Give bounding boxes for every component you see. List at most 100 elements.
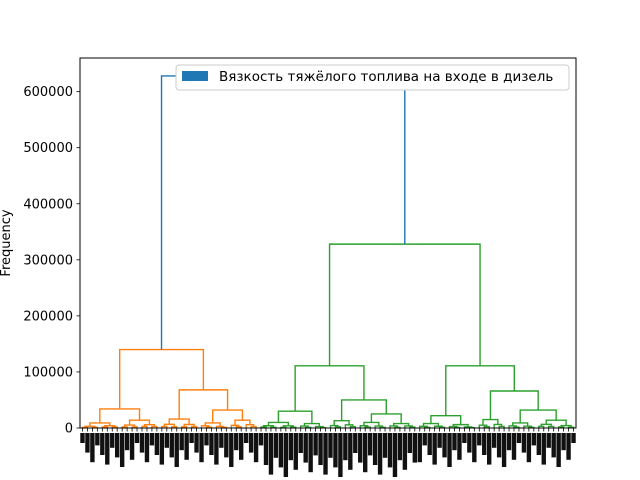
leaf-label-88 <box>516 433 522 443</box>
dendrogram-link-5 <box>104 424 116 427</box>
leaf-label-34 <box>248 433 254 453</box>
leaf-label-53 <box>343 433 348 461</box>
leaf-label-45 <box>303 433 308 463</box>
dendrogram-link-85 <box>523 425 533 428</box>
leaf-label-14 <box>149 433 155 446</box>
leaf-label-57 <box>363 433 368 473</box>
leaf-label-23 <box>194 433 199 453</box>
dendrogram-link-80 <box>493 423 503 428</box>
leaf-label-94 <box>546 433 551 448</box>
leaf-label-28 <box>219 433 224 448</box>
leaf-label-87 <box>511 433 517 460</box>
leaf-label-49 <box>323 433 328 475</box>
dendrogram-link-37 <box>262 425 275 428</box>
leaf-label-93 <box>541 433 546 465</box>
leaf-label-46 <box>308 433 313 473</box>
leaf-label-68 <box>417 433 422 463</box>
leaf-label-9 <box>124 433 130 451</box>
leaf-label-42 <box>288 433 293 461</box>
dendrogram-link-15 <box>161 425 168 428</box>
leaf-label-13 <box>144 433 150 463</box>
leaf-label-96 <box>556 433 561 467</box>
leaf-label-18 <box>169 433 174 458</box>
leaf-label-76 <box>457 433 462 460</box>
leaf-label-65 <box>402 433 408 470</box>
y-tick-label-2: 200000 <box>23 309 73 324</box>
dendrogram-link-27 <box>235 426 242 428</box>
leaf-label-3 <box>95 433 100 446</box>
y-tick-label-3: 300000 <box>23 253 73 268</box>
leaf-label-72 <box>437 433 442 448</box>
leaf-label-62 <box>387 433 393 468</box>
plot-area <box>80 58 576 428</box>
leaf-label-98 <box>566 433 571 460</box>
leaf-label-17 <box>164 433 169 448</box>
legend-swatch <box>182 71 208 81</box>
leaf-label-41 <box>283 433 289 477</box>
leaf-label-64 <box>397 433 403 461</box>
leaf-label-21 <box>184 433 189 460</box>
leaf-label-69 <box>422 433 427 446</box>
leaf-label-19 <box>174 433 179 467</box>
leaf-label-38 <box>268 433 274 475</box>
dendrogram-link-6 <box>89 422 111 427</box>
dendrogram-link-94 <box>519 409 557 423</box>
leaf-label-30 <box>229 433 234 467</box>
leaf-label-82 <box>487 433 492 465</box>
leaf-label-51 <box>333 433 338 468</box>
leaf-label-70 <box>427 433 432 455</box>
leaf-label-15 <box>154 433 160 455</box>
dendrogram-link-93 <box>545 419 567 426</box>
y-tick-label-5: 500000 <box>23 141 73 156</box>
dendrogram-link-7 <box>121 426 128 428</box>
dendrogram-link-54 <box>359 425 369 428</box>
dendrogram-link-33 <box>178 389 229 420</box>
dendrogram-link-77 <box>483 425 490 428</box>
leaf-label-31 <box>234 433 239 451</box>
dendrogram-link-79 <box>498 425 505 428</box>
dendrogram-link-2 <box>84 425 96 428</box>
leaf-label-43 <box>293 433 298 470</box>
leaf-label-36 <box>258 433 264 446</box>
legend-box <box>175 64 570 91</box>
dendrogram-link-30 <box>245 423 255 428</box>
dendrogram-link-64 <box>340 399 387 421</box>
leaf-label-67 <box>412 433 417 463</box>
leaf-label-7 <box>115 433 120 458</box>
y-tick-label-1: 100000 <box>23 365 73 380</box>
leaf-label-10 <box>129 433 135 460</box>
dendrogram-link-13 <box>128 419 151 426</box>
dendrogram-link-96 <box>445 365 516 416</box>
dendrogram-link-16 <box>171 426 178 428</box>
dendrogram-link-26 <box>204 422 221 427</box>
leaf-label-97 <box>561 433 566 451</box>
leaf-label-40 <box>278 433 284 468</box>
leaf-label-99 <box>571 433 576 443</box>
leaf-label-95 <box>551 433 556 458</box>
dendrogram-link-8 <box>131 426 138 428</box>
dendrogram-link-92 <box>560 424 572 428</box>
leaf-label-39 <box>273 433 279 458</box>
legend-label: Вязкость тяжёлого топлива на входе в диз… <box>219 69 553 85</box>
dendrogram-link-32 <box>211 409 244 423</box>
leaf-tick-labels <box>80 428 576 477</box>
leaf-label-60 <box>377 433 383 475</box>
leaf-label-84 <box>496 433 502 458</box>
dendrogram-link-25 <box>215 425 225 428</box>
leaf-label-54 <box>348 433 353 470</box>
leaf-label-1 <box>85 433 90 453</box>
y-tick-label-6: 600000 <box>23 85 73 100</box>
dendrogram-link-63 <box>370 413 402 424</box>
leaf-label-91 <box>531 433 537 446</box>
leaf-label-24 <box>199 433 204 463</box>
leaf-label-37 <box>263 433 269 465</box>
dendrogram-link-47 <box>277 410 313 424</box>
dendrogram-link-65 <box>294 365 365 412</box>
leaf-label-4 <box>100 433 105 455</box>
leaf-label-78 <box>467 433 472 453</box>
leaf-label-52 <box>338 433 343 477</box>
leaf-label-48 <box>318 433 323 465</box>
leaf-label-6 <box>110 433 115 448</box>
leaf-label-63 <box>392 433 398 477</box>
